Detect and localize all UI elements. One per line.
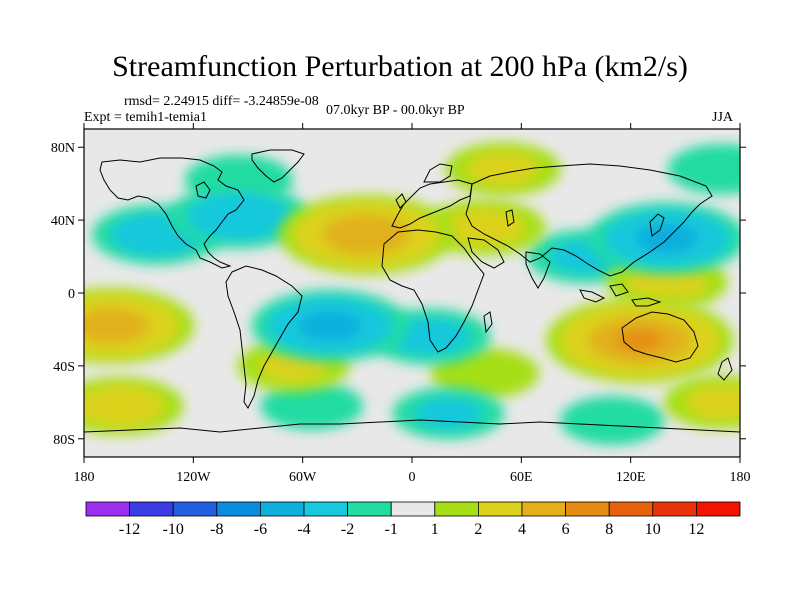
contour-fill	[389, 318, 471, 356]
coastline-uk	[395, 193, 407, 209]
colorbar-boxes	[85, 501, 741, 517]
colorbar-box	[347, 501, 392, 517]
colorbar-box	[216, 501, 261, 517]
contour-fill	[667, 143, 740, 195]
coastline-africa	[381, 229, 485, 353]
contour-fill	[466, 152, 540, 186]
colorbar-label: -12	[119, 521, 140, 538]
lon-label: 0	[409, 470, 416, 485]
coastline-australia	[621, 311, 699, 363]
contour-fill	[84, 308, 150, 344]
colorbar-box	[608, 501, 654, 517]
colorbar-box	[434, 501, 479, 517]
colorbar-box	[390, 501, 436, 517]
anomaly-center	[667, 143, 740, 195]
coastline-japan	[649, 213, 665, 237]
lat-label: 80S	[53, 433, 75, 448]
coastline-new-zealand	[717, 357, 733, 381]
colorbar-box	[85, 501, 130, 517]
contour-fill	[444, 208, 526, 247]
contour-fill	[84, 385, 165, 427]
contour-fill	[560, 396, 665, 445]
anomaly-center	[260, 381, 364, 430]
lat-label: 40S	[53, 360, 75, 375]
colorbar-label: 2	[474, 521, 482, 538]
colorbar-label: 4	[518, 521, 526, 538]
colorbar-label: -10	[163, 521, 184, 538]
contour-fill	[298, 311, 362, 341]
anomaly-field	[84, 142, 740, 445]
coastline-greenland	[251, 149, 305, 183]
stats-line: rmsd= 2.24915 diff= -3.24859e-08	[124, 94, 319, 109]
lon-label: 120W	[176, 470, 211, 485]
lon-label: 180	[74, 470, 95, 485]
coastline-antarctica	[84, 419, 740, 433]
anomaly-center	[169, 184, 309, 249]
colorbar-label: 12	[688, 521, 704, 538]
lat-label: 0	[68, 287, 75, 302]
coastlines	[84, 149, 740, 433]
colorbar-box	[477, 501, 523, 517]
colorbar-label: -6	[254, 521, 267, 538]
contour-fill	[615, 329, 664, 352]
coastline-caspian	[505, 209, 515, 227]
coastline-indonesia	[579, 283, 662, 307]
anomaly-center	[424, 199, 546, 256]
colorbar-label: -2	[341, 521, 354, 538]
lon-label: 120E	[616, 470, 646, 485]
colorbar-label: 8	[605, 521, 613, 538]
lat-label: 80N	[51, 141, 75, 156]
anomaly-center	[84, 376, 184, 436]
coastline-madagascar	[483, 311, 493, 334]
colorbar-box	[259, 501, 305, 517]
colorbar-box	[696, 501, 741, 517]
coastline-india	[525, 251, 551, 289]
lon-label: 180	[730, 470, 751, 485]
colorbar-box	[652, 501, 697, 517]
coastline-arabia	[467, 237, 505, 269]
colorbar-box	[521, 501, 566, 517]
contour-fill	[685, 385, 740, 420]
lon-label: 60E	[510, 470, 533, 485]
period-label: 07.0kyr BP - 00.0kyr BP	[326, 103, 465, 118]
anomaly-center	[663, 375, 740, 430]
season-label: JJA	[712, 110, 734, 125]
colorbar-box	[129, 501, 174, 517]
colorbar-label: -4	[297, 521, 310, 538]
coastline-scandinavia	[423, 163, 453, 183]
lon-label: 60W	[289, 470, 317, 485]
colorbar-label: 1	[431, 521, 439, 538]
anomaly-center	[545, 297, 734, 384]
map-axes: 80N 40N 0 40S 80S 180 120W 60W 0 60E 120E 180	[51, 123, 751, 485]
experiment-label: Expt = temih1-temia1	[84, 110, 207, 125]
coastline-south-america	[225, 265, 303, 409]
figure-title: Streamfunction Perturbation at 200 hPa (…	[112, 50, 688, 83]
colorbar-label: -1	[385, 521, 398, 538]
coastline-north-america	[99, 157, 245, 269]
contour-fill	[322, 214, 411, 255]
colorbar-label: -8	[210, 521, 223, 538]
colorbar-box	[565, 501, 610, 517]
anomaly-center	[560, 396, 665, 445]
colorbar-box	[303, 501, 348, 517]
contour-fill	[186, 192, 292, 241]
coastline-hudson-bay	[195, 181, 211, 199]
contour-fill	[260, 381, 364, 430]
colorbar-label: 6	[562, 521, 570, 538]
lat-label: 40N	[51, 214, 75, 229]
coastline-asia	[465, 163, 713, 277]
colorbar-box	[172, 501, 218, 517]
anomaly-center	[84, 287, 195, 364]
anomaly-center	[278, 194, 454, 275]
colorbar-labels: -12 -10 -8 -6 -4 -2 -1 1 2 4 6 8 10 12	[119, 521, 704, 538]
colorbar-label: 10	[645, 521, 661, 538]
